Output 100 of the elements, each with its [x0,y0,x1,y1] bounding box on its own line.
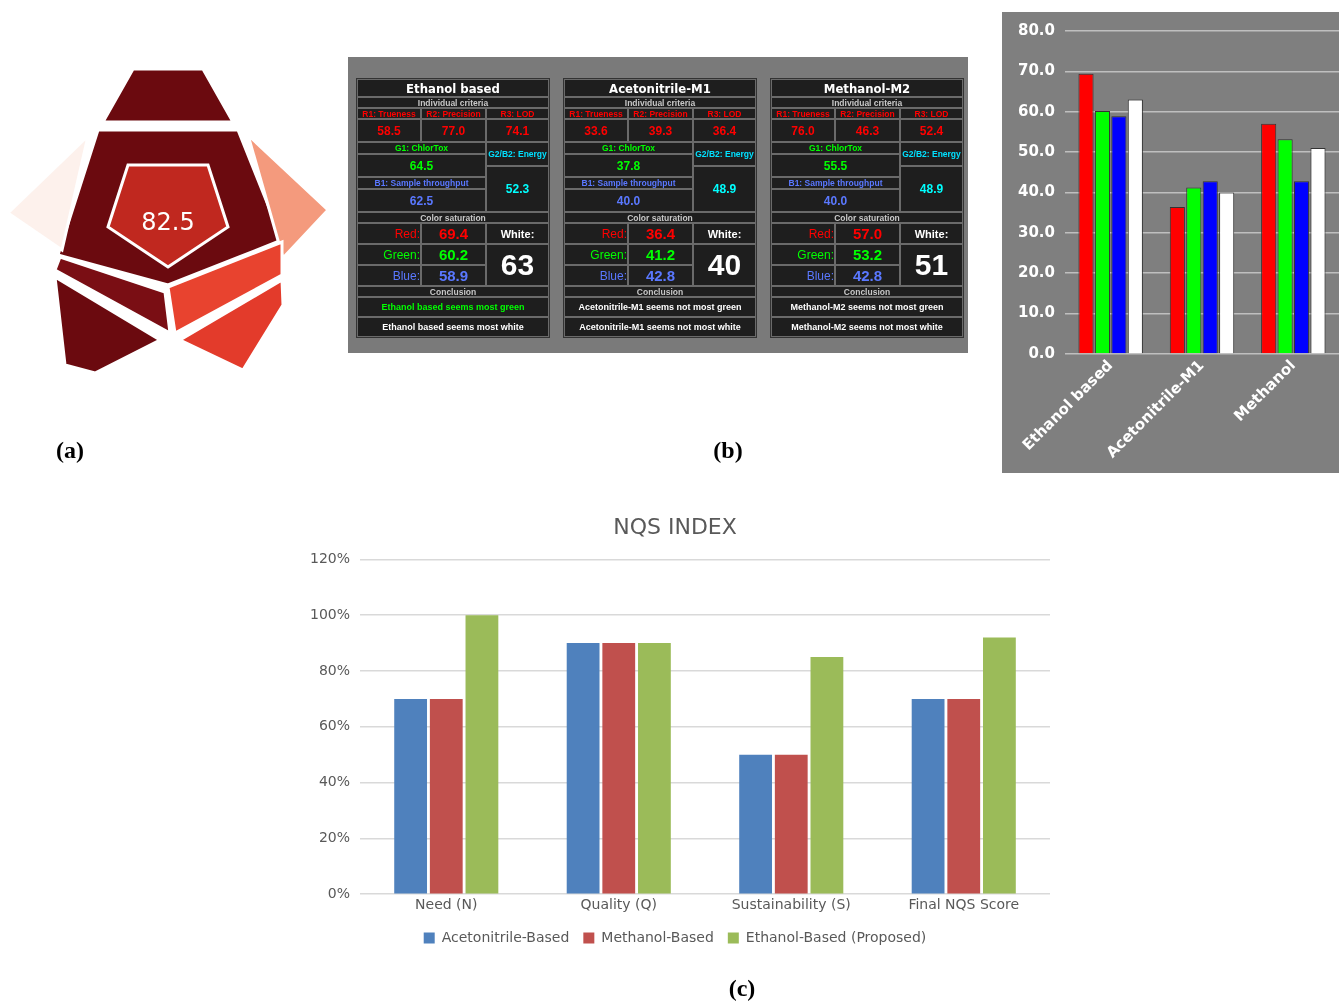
text: 77.0 [441,123,466,138]
legend-label: Methanol-Based [601,928,714,945]
text: Green: [590,247,627,262]
text: Acetonitrile-M1 seems not most white [579,322,741,332]
text: 64.5 [409,158,434,173]
y-tick-label: 50.0 [1017,141,1056,160]
text: (a) [56,436,84,464]
text: R1: Trueness [569,108,623,119]
y-tick-label: 80.0 [1017,20,1056,39]
y-tick-label: 20.0 [1017,263,1056,282]
x-tick-label: Sustainability (S) [731,896,851,913]
text: Methanol-M2 seems not most green [790,302,944,312]
text: B1: Sample throughput [581,178,676,188]
text: 42.8 [645,267,676,284]
text: Red: [601,226,627,241]
text: 55.5 [823,158,848,173]
text: Blue: [806,268,834,283]
text: 42.8 [852,267,883,284]
y-tick-label: 40% [318,773,351,790]
x-tick-label: Quality (Q) [580,896,657,913]
text: G2/B2: Energy [488,149,547,159]
text: 36.4 [645,225,676,242]
y-tick-label: 0% [327,884,351,901]
text: 58.9 [438,267,469,284]
text: Blue: [599,268,627,283]
text: 48.9 [712,182,737,196]
text: (b) [713,436,743,464]
text: G1: ChlorTox [808,143,863,153]
text: 69.4 [438,225,469,242]
y-tick-label: 120% [309,550,351,567]
text: Conclusion [429,286,477,297]
text: 52.3 [505,182,530,196]
text: 51 [914,248,949,282]
y-tick-label: 100% [309,605,351,622]
text: R1: Trueness [362,108,416,119]
text: R3: LOD [500,108,535,119]
text: 53.2 [852,246,883,263]
text: Ethanol based seems most green [381,302,525,312]
text: White: [707,227,742,240]
text: Red: [394,226,420,241]
text: R3: LOD [707,108,742,119]
text: 48.9 [919,182,944,196]
text: 40.0 [823,193,848,208]
text: Green: [797,247,834,262]
text: 39.3 [648,123,673,138]
text: Ethanol based [357,79,549,97]
text: B1: Sample throughput [374,178,469,188]
text: G2/B2: Energy [902,149,961,159]
text: Color saturation [627,212,693,223]
y-tick-label: 0.0 [1028,343,1056,362]
text: 52.4 [919,123,944,138]
text: Blue: [392,268,420,283]
text: Methanol-M2 [771,79,963,97]
text: 36.4 [712,123,737,138]
text: Acetonitrile-M1 [564,79,756,97]
text: Acetonitrile-M1 seems not most green [578,302,742,312]
text: Red: [808,226,834,241]
text: 63 [500,248,535,282]
text: R2: Precision [426,108,481,119]
y-tick-label: 30.0 [1017,222,1056,241]
text: Conclusion [636,286,684,297]
x-tick-label: Need (N) [415,896,478,913]
text: White: [914,227,949,240]
text: G2/B2: Energy [695,149,754,159]
y-tick-label: 40.0 [1017,182,1056,201]
text: 40 [707,248,742,282]
text: Color saturation [420,212,486,223]
y-tick-label: 10.0 [1017,303,1056,322]
legend-label: Ethanol-Based (Proposed) [745,928,927,945]
text: G1: ChlorTox [601,143,656,153]
chart-title: NQS INDEX [613,513,737,539]
y-tick-label: 60% [318,717,351,734]
y-tick-label: 80% [318,661,351,678]
text: R3: LOD [914,108,949,119]
text: 60.2 [438,246,469,263]
text: G1: ChlorTox [394,143,449,153]
text: Methanol-M2 seems not most white [791,322,943,332]
text: Green: [383,247,420,262]
text: 40.0 [616,193,641,208]
text: 37.8 [616,158,641,173]
text: Individual criteria [417,97,489,108]
legend-label: Acetonitrile-Based [441,928,570,945]
text: 82.5 [141,208,195,236]
x-tick-label: Final NQS Score [908,896,1020,913]
text: R2: Precision [840,108,895,119]
text: B1: Sample throughput [788,178,883,188]
text: (c) [728,974,756,1002]
text: R1: Trueness [776,108,830,119]
text: 46.3 [855,123,880,138]
text: 57.0 [852,225,883,242]
y-tick-label: 70.0 [1017,61,1056,80]
text: R2: Precision [633,108,688,119]
y-tick-label: 60.0 [1017,101,1056,120]
text: Color saturation [834,212,900,223]
text: 76.0 [791,123,815,138]
text: Ethanol based seems most white [382,322,524,332]
text: Conclusion [843,286,891,297]
text: 74.1 [505,123,530,138]
text: 62.5 [409,193,434,208]
y-tick-label: 20% [318,829,351,846]
